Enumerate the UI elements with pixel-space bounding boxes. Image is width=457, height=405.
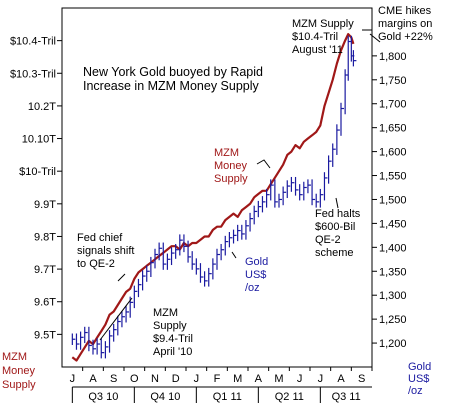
right-tick-label: 1,650 — [379, 123, 407, 135]
left-tick-label: $10.4-Tril — [10, 36, 56, 48]
annotation-mzm-label: MZM — [214, 147, 239, 159]
x-month-label: A — [89, 373, 97, 385]
x-month-label: N — [151, 373, 159, 385]
right-tick-label: 1,550 — [379, 171, 407, 183]
x-month-label: A — [255, 373, 263, 385]
annotation-fed-halts: scheme — [315, 247, 354, 259]
right-axis-title: /oz — [408, 385, 423, 397]
left-tick-label: $10.3-Tril — [10, 68, 56, 80]
x-month-label: J — [297, 373, 303, 385]
annotation-pointer — [231, 251, 237, 259]
x-month-label: O — [130, 373, 139, 385]
left-tick-label: 9.6T — [34, 297, 56, 309]
left-axis-title: Supply — [2, 379, 36, 391]
x-month-label: D — [172, 373, 180, 385]
x-quarter-label: Q1 11 — [213, 391, 242, 403]
right-axis-ticks: 1,200 1,250 1,300 1,350 1,400 1,450 1,500 1,550… — [372, 51, 407, 350]
annotation-mzm-april: $9.4-Tril — [153, 333, 193, 345]
right-tick-label: 1,400 — [379, 242, 407, 254]
right-tick-label: 1,200 — [379, 338, 407, 350]
annotation-fed-chief: to QE-2 — [77, 258, 115, 270]
right-tick-label: 1,600 — [379, 147, 407, 159]
left-axis-title: Money — [2, 365, 36, 377]
left-tick-label: 9.7T — [34, 264, 56, 276]
right-tick-label: 1,750 — [379, 75, 407, 87]
annotation-pointer — [117, 273, 126, 282]
left-tick-label: 9.8T — [34, 231, 56, 243]
left-axis-ticks: 9.5T 9.6T 9.7T 9.8T 9.9T $10-Tril 10.10T 10.2T $… — [10, 36, 62, 341]
left-tick-label: 10.10T — [22, 134, 57, 146]
annotation-mzm-label: Money — [214, 160, 248, 172]
right-axis-title: Gold — [408, 361, 431, 373]
right-tick-label: 1,500 — [379, 194, 407, 206]
series-layer — [71, 33, 357, 362]
right-tick-label: 1,250 — [379, 314, 407, 326]
x-month-label: M — [233, 373, 242, 385]
annotation-pointer — [256, 159, 271, 169]
annotation-mzm-april: Supply — [153, 320, 187, 332]
x-month-label: M — [274, 373, 283, 385]
left-tick-label: $10-Tril — [19, 166, 56, 178]
x-quarter-label: Q2 11 — [275, 391, 304, 403]
annotation-mzm-peak: MZM Supply — [292, 18, 354, 30]
annotation-cme: Gold +22% — [378, 31, 433, 43]
left-axis-title: MZM — [2, 351, 27, 363]
annotation-mzm-peak: August '11 — [292, 44, 343, 56]
annotation-pointer — [369, 33, 381, 43]
annotation-pointer — [335, 197, 339, 209]
x-month-label: J — [194, 373, 200, 385]
right-tick-label: 1,450 — [379, 218, 407, 230]
mzm-money-supply-line — [71, 33, 355, 362]
annotation-mzm-april: April '10 — [153, 346, 192, 358]
x-month-label: S — [358, 373, 365, 385]
annotation-fed-halts: $600-Bil — [315, 221, 355, 233]
annotation-cme: margins on — [378, 18, 432, 30]
right-tick-label: 1,350 — [379, 266, 407, 278]
annotation-fed-chief: Fed chief — [77, 232, 123, 244]
annotation-gold-label: /oz — [245, 282, 260, 294]
annotation-fed-halts: Fed halts — [315, 208, 361, 220]
x-month-label: J — [70, 373, 76, 385]
x-quarter-label: Q4 10 — [150, 391, 180, 403]
left-tick-label: 9.9T — [34, 199, 56, 211]
annotation-mzm-april: MZM — [153, 307, 178, 319]
right-tick-label: 1,700 — [379, 99, 407, 111]
annotation-fed-halts: QE-2 — [315, 234, 341, 246]
x-axis: J A S O N D J F M A M J J A SQ3 10 Q4 10 Q1 11 Q2 11 Q3 11 — [70, 367, 373, 403]
annotation-gold-label: Gold — [245, 256, 268, 268]
annotation-fed-chief: signals shift — [77, 245, 134, 257]
x-month-label: J — [318, 373, 324, 385]
x-quarter-label: Q3 11 — [332, 391, 361, 403]
chart-title: Increase in MZM Money Supply — [83, 79, 260, 93]
right-tick-label: 1,800 — [379, 51, 407, 63]
annotation-pointer — [99, 297, 133, 341]
annotation-mzm-peak: $10.4-Tril — [292, 31, 338, 43]
annotation-gold-label: US$ — [245, 269, 266, 281]
left-tick-label: 10.2T — [28, 101, 56, 113]
right-axis-title: US$ — [408, 373, 429, 385]
left-tick-label: 9.5T — [34, 329, 56, 341]
plot-frame — [61, 7, 373, 368]
x-quarter-label: Q3 10 — [88, 391, 118, 403]
x-month-label: F — [214, 373, 221, 385]
annotation-cme: CME hikes — [378, 5, 432, 17]
annotation-mzm-label: Supply — [214, 173, 248, 185]
x-month-label: S — [110, 373, 117, 385]
chart-title: New York Gold buoyed by Rapid — [83, 65, 263, 79]
right-tick-label: 1,300 — [379, 290, 407, 302]
x-month-label: A — [337, 373, 345, 385]
